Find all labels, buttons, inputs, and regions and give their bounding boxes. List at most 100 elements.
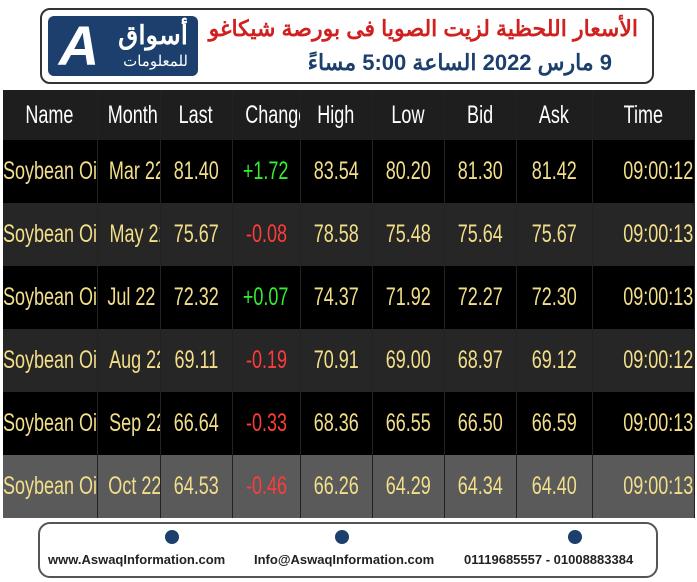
cell-text: 83.54 bbox=[313, 157, 359, 185]
cell-text: Change bbox=[244, 100, 299, 129]
column-header: Time bbox=[592, 90, 695, 140]
cell-text: 72.30 bbox=[531, 283, 577, 311]
cell-text: 69.00 bbox=[385, 346, 431, 374]
table-cell: Soybean Oil bbox=[3, 203, 98, 266]
table-cell: 09:00:13 bbox=[592, 455, 695, 518]
table-cell: Aug 22 bbox=[97, 329, 161, 392]
cell-text: 64.34 bbox=[457, 472, 503, 500]
table-cell: Oct 22 bbox=[97, 455, 161, 518]
cell-text: 09:00:12 bbox=[623, 346, 694, 374]
logo-mark: A bbox=[58, 14, 100, 77]
cell-text: 71.92 bbox=[385, 283, 431, 311]
table-cell: 66.59 bbox=[516, 392, 593, 455]
cell-text: 75.67 bbox=[531, 220, 577, 248]
table-cell: 66.55 bbox=[372, 392, 445, 455]
cell-text: 66.64 bbox=[173, 409, 219, 437]
table-cell: 70.91 bbox=[300, 329, 373, 392]
table-cell: 69.11 bbox=[160, 329, 233, 392]
column-header: Last bbox=[160, 90, 233, 140]
cell-text: -0.46 bbox=[245, 472, 287, 500]
table-cell: 69.12 bbox=[516, 329, 593, 392]
cell-text: Jul 22 bbox=[106, 283, 155, 311]
cell-text: Soybean Oil bbox=[3, 409, 97, 437]
column-header: Low bbox=[372, 90, 445, 140]
table-row: Soybean Oil Oct 22 64.53 -0.46 66.26 64.29 64.… bbox=[3, 455, 695, 518]
cell-text: -0.08 bbox=[245, 220, 287, 248]
cell-text: +1.72 bbox=[243, 157, 289, 185]
table-cell: Soybean Oil bbox=[3, 266, 98, 329]
cell-text: Low bbox=[391, 100, 425, 129]
logo-sub: للمعلومات bbox=[123, 53, 188, 70]
cell-text: -0.33 bbox=[245, 409, 287, 437]
web-icon bbox=[165, 530, 179, 544]
table-cell: 68.97 bbox=[444, 329, 517, 392]
cell-text: 64.40 bbox=[531, 472, 577, 500]
table-cell: 72.27 bbox=[444, 266, 517, 329]
cell-text: Name bbox=[25, 100, 74, 129]
table-cell: May 22 bbox=[97, 203, 161, 266]
cell-text: 64.29 bbox=[385, 472, 431, 500]
table-cell: +1.72 bbox=[232, 140, 301, 203]
cell-text: 68.36 bbox=[313, 409, 359, 437]
cell-text: 69.11 bbox=[174, 346, 218, 374]
cell-text: 64.53 bbox=[173, 472, 219, 500]
table-cell: Mar 22 bbox=[97, 140, 161, 203]
cell-text: 81.40 bbox=[173, 157, 219, 185]
table-cell: 09:00:12 bbox=[592, 140, 695, 203]
cell-text: 78.58 bbox=[313, 220, 359, 248]
email-icon bbox=[335, 530, 349, 544]
table-cell: 81.42 bbox=[516, 140, 593, 203]
table-cell: 80.20 bbox=[372, 140, 445, 203]
logo: A أسواق للمعلومات bbox=[48, 16, 198, 76]
cell-text: Mar 22 bbox=[108, 157, 160, 185]
table-cell: 66.64 bbox=[160, 392, 233, 455]
cell-text: 74.37 bbox=[313, 283, 359, 311]
cell-text: Ask bbox=[538, 100, 570, 129]
email: Info@AswaqInformation.com bbox=[254, 552, 435, 567]
cell-text: 75.48 bbox=[385, 220, 431, 248]
table-cell: 83.54 bbox=[300, 140, 373, 203]
table-cell: Soybean Oil bbox=[3, 455, 98, 518]
table-row: Soybean Oil May 22 75.67 -0.08 78.58 75.48 75.… bbox=[3, 203, 695, 266]
table-cell: Soybean Oil bbox=[3, 140, 98, 203]
table-cell: 09:00:13 bbox=[592, 392, 695, 455]
cell-text: May 22 bbox=[108, 220, 159, 248]
cell-text: 09:00:13 bbox=[623, 283, 694, 311]
table-cell: Soybean Oil bbox=[3, 392, 98, 455]
cell-text: +0.07 bbox=[243, 283, 289, 311]
column-header: High bbox=[300, 90, 373, 140]
table-cell: 72.32 bbox=[160, 266, 233, 329]
table-cell: 66.50 bbox=[444, 392, 517, 455]
table-cell: 75.67 bbox=[160, 203, 233, 266]
cell-text: 66.55 bbox=[385, 409, 431, 437]
cell-text: 72.27 bbox=[457, 283, 503, 311]
cell-text: Soybean Oil bbox=[3, 472, 97, 500]
table-cell: 75.67 bbox=[516, 203, 593, 266]
table-cell: 64.53 bbox=[160, 455, 233, 518]
column-header: Bid bbox=[444, 90, 517, 140]
table-cell: 75.48 bbox=[372, 203, 445, 266]
cell-text: Sep 22 bbox=[108, 409, 160, 437]
title: الأسعار اللحظية لزيت الصويا فى بورصة شيك… bbox=[208, 16, 638, 41]
table-cell: +0.07 bbox=[232, 266, 301, 329]
cell-text: Oct 22 bbox=[107, 472, 160, 500]
table-cell: -0.08 bbox=[232, 203, 301, 266]
cell-text: 09:00:13 bbox=[623, 472, 694, 500]
cell-text: Last bbox=[178, 100, 214, 129]
cell-text: High bbox=[317, 100, 355, 129]
subtitle: 9 مارس 2022 الساعة 5:00 مساءً bbox=[307, 50, 612, 75]
cell-text: 81.30 bbox=[457, 157, 503, 185]
cell-text: 81.42 bbox=[531, 157, 577, 185]
footer: www.AswaqInformation.com Info@AswaqInfor… bbox=[38, 522, 658, 578]
table-cell: 75.64 bbox=[444, 203, 517, 266]
table-cell: 81.40 bbox=[160, 140, 233, 203]
table-cell: 64.29 bbox=[372, 455, 445, 518]
table-cell: -0.19 bbox=[232, 329, 301, 392]
cell-text: 75.67 bbox=[173, 220, 219, 248]
cell-text: Soybean Oil bbox=[3, 283, 97, 311]
cell-text: Aug 22 bbox=[108, 346, 160, 374]
table-row: Soybean Oil Sep 22 66.64 -0.33 68.36 66.55 66.… bbox=[3, 392, 695, 455]
column-header: Name bbox=[3, 90, 98, 140]
cell-text: 69.12 bbox=[531, 346, 577, 374]
cell-text: 80.20 bbox=[385, 157, 431, 185]
